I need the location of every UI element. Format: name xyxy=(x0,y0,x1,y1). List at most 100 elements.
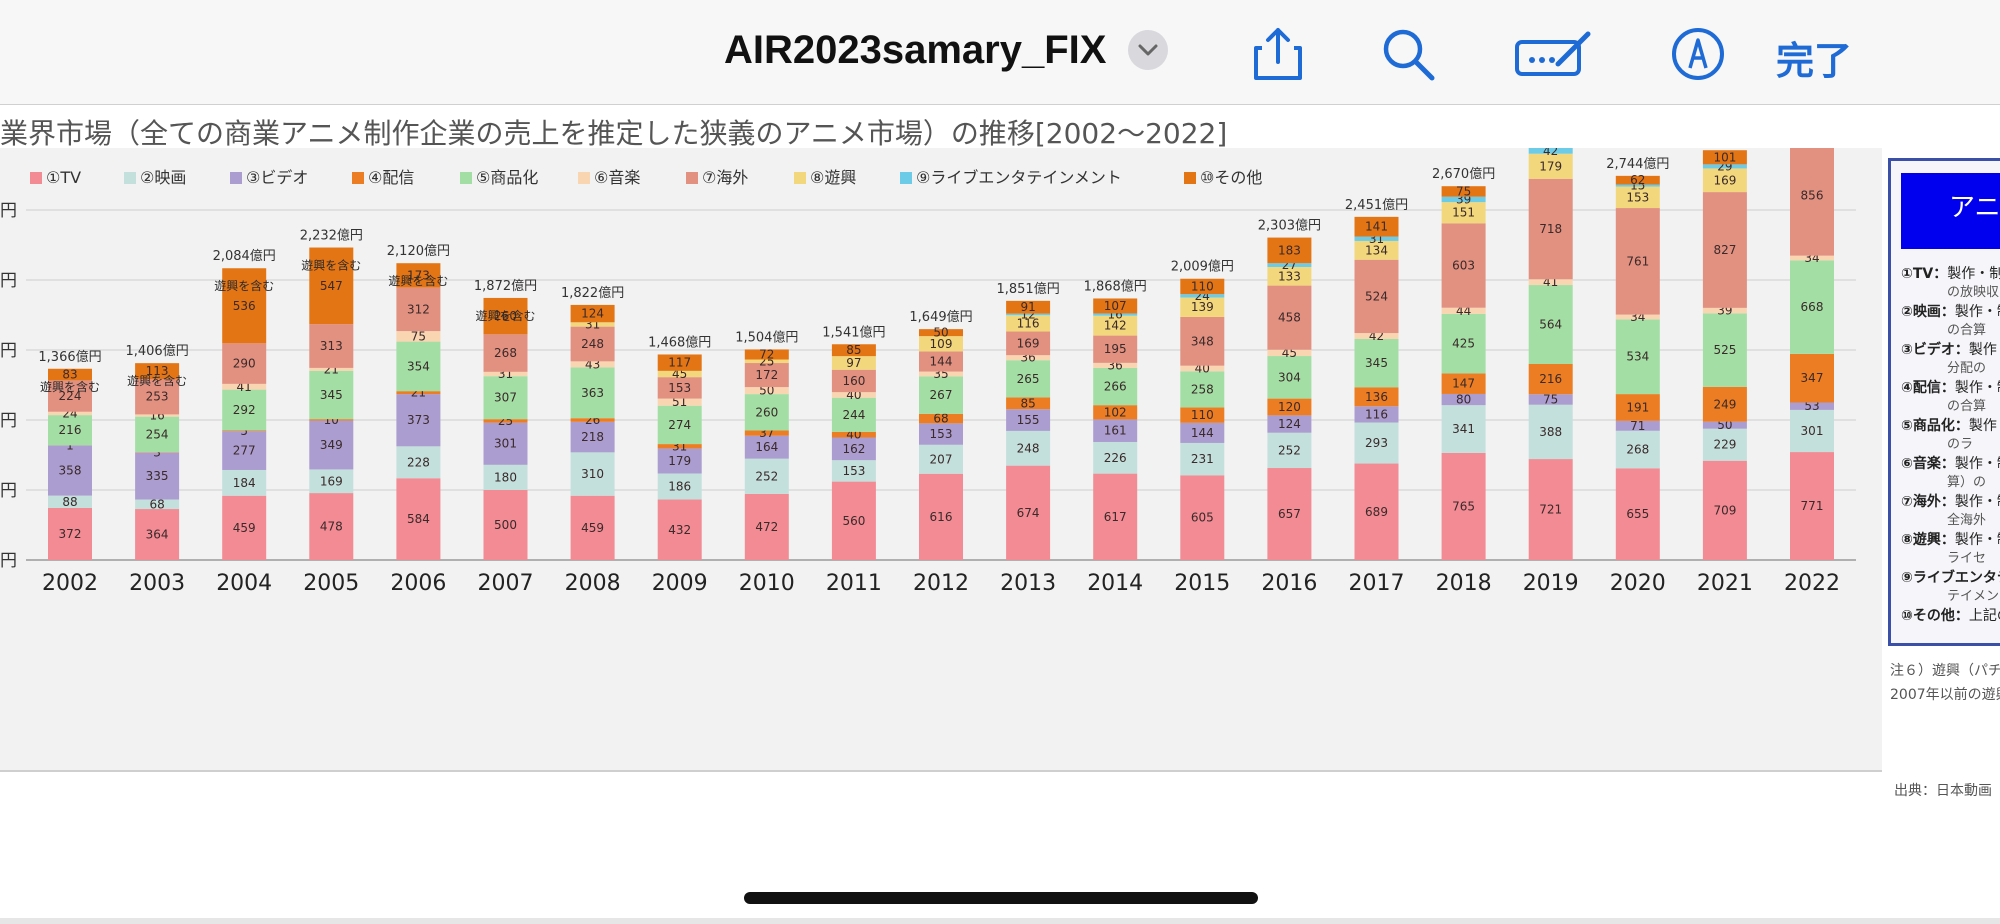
x-tick-label: 2005 xyxy=(303,571,359,596)
bar-segment xyxy=(570,418,615,422)
definition-panel: アニ ①TV：製作・制の放映収②映画：製作・制の合算③ビデオ：製作・分配の④配信… xyxy=(1888,158,2000,646)
segment-value-label: 304 xyxy=(1278,370,1301,384)
segment-value-label: 224 xyxy=(59,389,82,403)
total-label: 2,670億円 xyxy=(1432,166,1495,182)
segment-value-label: 341 xyxy=(1452,422,1475,436)
bar-segment xyxy=(744,493,789,560)
total-label: 1,406億円 xyxy=(125,343,188,359)
segment-value-label: 169 xyxy=(320,474,343,488)
chevron-down-icon[interactable] xyxy=(1128,30,1168,70)
slide-title: 業界市場（全ての商業アニメ制作企業の売上を推定した狭義のアニメ市場）の推移[20… xyxy=(0,117,1228,150)
done-button[interactable]: 完了 xyxy=(1776,39,1853,83)
segment-value-label: 116 xyxy=(1365,407,1388,421)
segment-value-label: 258 xyxy=(1191,382,1214,396)
segment-value-label: 248 xyxy=(581,337,604,351)
x-tick-label: 2002 xyxy=(42,571,98,596)
chart-panel: 円円円円円円円円①TV②映画③ビデオ④配信⑤商品化⑥音楽⑦海外⑧遊興⑨ライブエン… xyxy=(0,61,1882,772)
annotation-label: 遊興を含む xyxy=(40,379,100,394)
segment-value-label: 151 xyxy=(1452,206,1475,220)
bar-segment xyxy=(1006,300,1051,314)
bar-segment xyxy=(657,444,702,449)
bar-segment xyxy=(1093,419,1138,442)
segment-value-label: 83 xyxy=(62,368,77,382)
segment-value-label: 144 xyxy=(1191,426,1214,440)
home-indicator[interactable] xyxy=(744,892,1258,904)
bar-segment xyxy=(657,448,702,474)
bar-segment xyxy=(483,334,528,372)
bar-segment xyxy=(1180,294,1225,298)
bar-segment xyxy=(48,507,92,560)
x-tick-label: 2020 xyxy=(1610,571,1666,596)
segment-value-label: 345 xyxy=(1365,356,1388,370)
segment-value-label: 169 xyxy=(1713,173,1736,187)
bar-segment xyxy=(1615,319,1660,395)
definition-item: ①TV：製作・制 xyxy=(1901,263,2000,283)
bar-segment xyxy=(657,499,702,560)
y-tick-label: 円 xyxy=(0,481,17,501)
legend-swatch xyxy=(230,172,242,184)
bar-segment xyxy=(570,361,615,368)
segment-value-label: 472 xyxy=(755,520,778,534)
segment-value-label: 771 xyxy=(1801,499,1824,513)
legend-label: ②映画 xyxy=(140,168,186,187)
markup-icon[interactable] xyxy=(1668,24,1728,84)
bar-segment xyxy=(831,431,876,438)
segment-value-label: 228 xyxy=(407,455,430,469)
segment-value-label: 155 xyxy=(1017,413,1040,427)
x-tick-label: 2006 xyxy=(390,571,446,596)
segment-value-label: 500 xyxy=(494,518,517,532)
x-tick-label: 2008 xyxy=(565,571,621,596)
segment-value-label: 249 xyxy=(1713,397,1736,411)
bar-segment xyxy=(1093,315,1138,336)
bar-segment xyxy=(831,460,876,482)
bar-segment xyxy=(1093,362,1138,368)
segment-value-label: 153 xyxy=(842,464,865,478)
definition-sub: ライセ xyxy=(1947,551,1987,566)
segment-value-label: 345 xyxy=(320,388,343,402)
segment-value-label: 301 xyxy=(1801,424,1824,438)
document-title[interactable]: AIR2023samary_FIX xyxy=(724,28,1107,72)
legend-label: ④配信 xyxy=(368,168,414,187)
annotation-label: 遊興を含む xyxy=(301,258,361,273)
segment-value-label: 616 xyxy=(930,510,953,524)
segment-value-label: 478 xyxy=(320,520,343,534)
bar-segment xyxy=(1267,468,1312,560)
segment-value-label: 97 xyxy=(846,356,861,370)
share-icon[interactable] xyxy=(1248,24,1308,84)
legend-swatch xyxy=(30,172,42,184)
segment-value-label: 373 xyxy=(407,413,430,427)
bar-segment xyxy=(396,331,441,342)
total-label: 2,084億円 xyxy=(213,248,276,264)
segment-value-label: 432 xyxy=(668,523,691,537)
bar-segment xyxy=(1180,297,1225,317)
total-label: 2,232億円 xyxy=(300,228,363,244)
bar-segment xyxy=(48,380,92,412)
bar-segment xyxy=(831,481,876,560)
bar-segment xyxy=(744,387,789,395)
segment-value-label: 718 xyxy=(1539,222,1562,236)
bar-segment xyxy=(831,397,876,432)
bar-segment xyxy=(1180,475,1225,560)
bar-segment xyxy=(744,435,789,459)
legend-swatch xyxy=(794,172,806,184)
bar-segment xyxy=(1180,407,1225,423)
bar-segment xyxy=(919,423,963,445)
bar-segment xyxy=(396,478,441,560)
bar-segment xyxy=(1615,175,1660,185)
segment-value-label: 124 xyxy=(1278,417,1301,431)
bar-segment xyxy=(1528,364,1573,395)
segment-value-label: 3 xyxy=(153,445,161,459)
signature-icon[interactable] xyxy=(1512,24,1596,84)
segment-value-label: 184 xyxy=(233,476,256,490)
bottom-edge xyxy=(0,918,2000,924)
bar-segment xyxy=(1441,202,1486,224)
x-tick-label: 2021 xyxy=(1697,571,1753,596)
bar-segment xyxy=(135,509,180,560)
segment-value-label: 293 xyxy=(1365,436,1388,450)
search-icon[interactable] xyxy=(1378,24,1438,84)
annotation-label: 遊興を含む xyxy=(388,273,448,288)
segment-value-label: 85 xyxy=(846,343,861,357)
bar-segment xyxy=(1267,285,1312,350)
segment-value-label: 107 xyxy=(1104,299,1127,313)
segment-value-label: 120 xyxy=(1278,400,1301,414)
